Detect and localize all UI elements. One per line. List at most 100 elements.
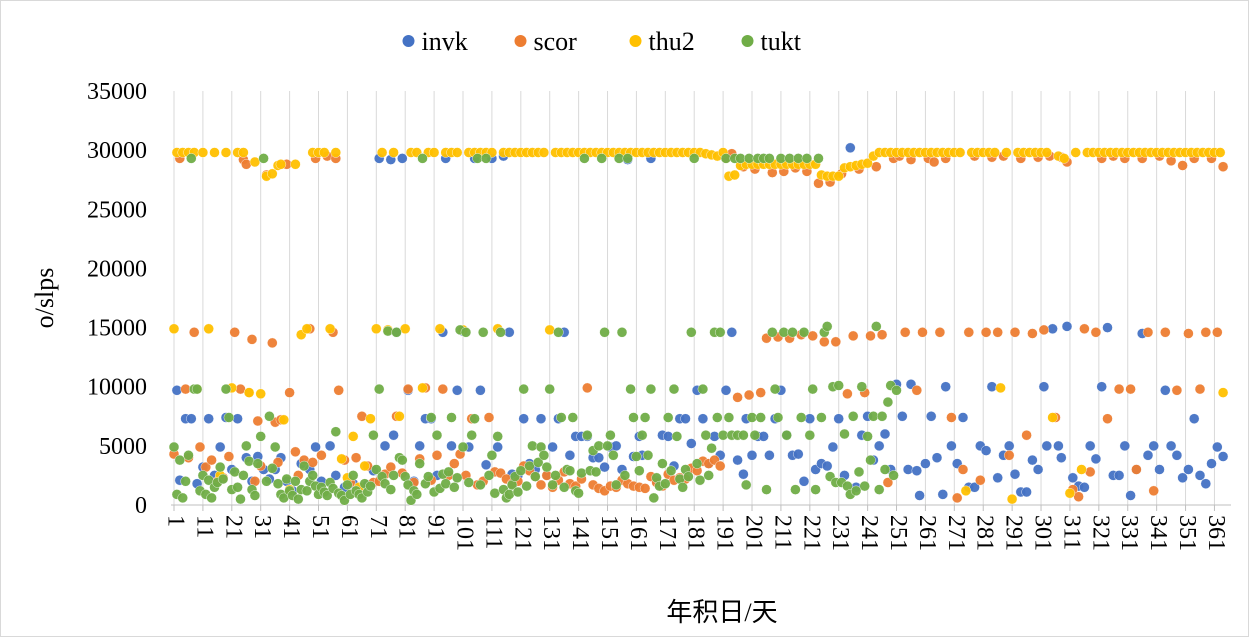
point-invk (475, 385, 486, 396)
point-tukt (582, 430, 593, 441)
point-scor (1212, 327, 1223, 338)
point-scor (865, 330, 876, 342)
point-thu2 (301, 323, 313, 334)
point-scor (1131, 464, 1142, 475)
legend-label-thu2: thu2 (649, 27, 695, 56)
point-tukt (871, 321, 882, 332)
point-tukt (553, 327, 564, 338)
point-tukt (616, 327, 628, 338)
point-scor (715, 460, 726, 472)
point-tukt (527, 440, 538, 452)
point-tukt (307, 470, 318, 481)
point-tukt (683, 471, 694, 482)
x-tick-label: 141 (567, 515, 593, 551)
point-tukt (489, 488, 500, 499)
point-invk (845, 142, 856, 154)
point-tukt (876, 411, 888, 422)
point-tukt (322, 490, 333, 501)
point-scor (1079, 323, 1090, 334)
point-invk (611, 440, 622, 452)
point-invk (593, 452, 604, 463)
point-tukt (243, 456, 255, 467)
point-invk (1200, 478, 1212, 489)
point-scor (229, 327, 240, 338)
point-thu2 (960, 485, 972, 496)
point-tukt (264, 411, 275, 422)
x-tick-label: 11 (191, 515, 217, 538)
point-tukt (452, 472, 463, 483)
point-invk (793, 448, 804, 460)
point-tukt (478, 327, 489, 338)
point-thu2 (995, 382, 1006, 394)
point-tukt (298, 460, 310, 472)
point-scor (842, 388, 853, 399)
point-thu2 (290, 159, 301, 170)
point-invk (1217, 451, 1229, 462)
legend-marker-thu2 (629, 35, 642, 47)
point-invk (946, 440, 957, 452)
point-invk (1053, 440, 1064, 452)
point-scor (1038, 324, 1050, 336)
point-tukt (848, 411, 859, 422)
point-tukt (637, 430, 648, 441)
point-scor (252, 415, 263, 427)
point-tukt (579, 153, 590, 164)
point-invk (738, 469, 749, 480)
point-tukt (801, 153, 813, 164)
legend-item-scor: scor (514, 27, 577, 56)
point-invk (388, 430, 399, 441)
point-tukt (700, 430, 711, 441)
point-scor (1090, 327, 1102, 338)
point-scor (402, 383, 414, 395)
point-scor (194, 441, 206, 453)
point-tukt (593, 440, 604, 452)
point-tukt (241, 440, 252, 452)
point-tukt (411, 489, 422, 500)
point-thu2 (428, 147, 440, 158)
point-invk (1194, 470, 1206, 481)
point-invk (957, 412, 969, 423)
legend-item-invk: invk (402, 27, 468, 56)
point-tukt (515, 465, 526, 476)
point-tukt (388, 470, 399, 481)
x-tick-label: 81 (394, 515, 420, 539)
y-tick-label: 0 (135, 493, 147, 519)
point-invk (1041, 440, 1053, 452)
point-invk (324, 440, 336, 452)
x-tick-label: 331 (1116, 515, 1142, 551)
point-scor (449, 458, 460, 469)
point-invk (480, 459, 492, 470)
point-tukt (556, 412, 567, 423)
point-thu2 (1217, 387, 1229, 398)
point-invk (879, 428, 891, 440)
point-tukt (634, 465, 645, 476)
x-tick-label: 301 (1030, 515, 1056, 551)
point-tukt (862, 431, 873, 442)
point-tukt (706, 443, 717, 454)
point-thu2 (954, 147, 966, 158)
point-thu2 (336, 453, 347, 465)
point-scor (431, 450, 443, 461)
point-scor (1177, 160, 1188, 171)
point-tukt (784, 153, 795, 164)
point-invk (746, 450, 758, 461)
point-invk (1125, 490, 1136, 501)
point-tukt (813, 153, 824, 164)
y-tick-label: 35000 (87, 79, 147, 105)
point-tukt (631, 451, 642, 462)
point-tukt (717, 430, 729, 441)
point-scor (975, 475, 986, 486)
point-tukt (463, 477, 474, 488)
point-thu2 (197, 147, 209, 158)
point-scor (241, 159, 252, 170)
point-tukt (270, 441, 281, 453)
point-invk (726, 327, 737, 338)
point-scor (1004, 450, 1015, 461)
point-invk (874, 440, 885, 452)
x-tick-label: 351 (1174, 515, 1200, 551)
point-invk (940, 381, 951, 392)
point-invk (1113, 470, 1125, 481)
point-tukt (859, 480, 870, 492)
point-scor (876, 329, 888, 340)
y-tick-label: 15000 (87, 316, 147, 342)
